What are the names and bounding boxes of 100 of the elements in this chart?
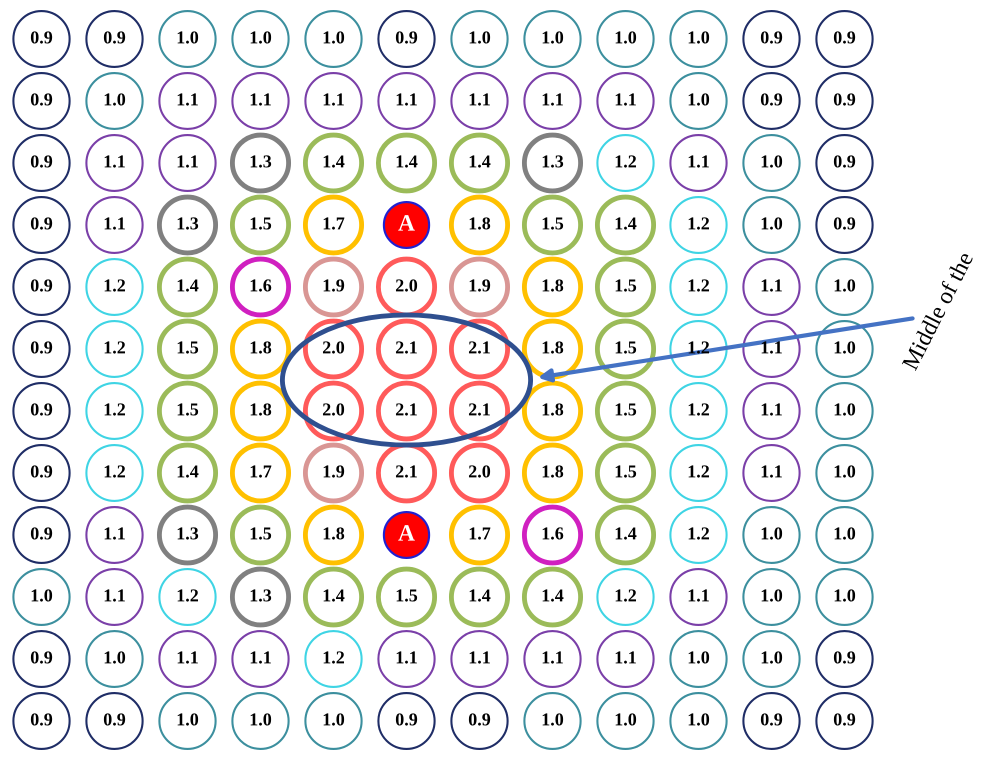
data-label: 2.1 <box>396 403 417 416</box>
data-label: 0.9 <box>30 527 52 540</box>
data-label: 1.4 <box>178 279 198 292</box>
data-label: 0.9 <box>468 713 490 726</box>
data-label: 1.0 <box>616 713 636 726</box>
data-label: 1.5 <box>250 527 272 540</box>
data-label: 1.2 <box>178 589 198 602</box>
data-label: 1.0 <box>834 403 856 416</box>
data-label: 1.2 <box>688 217 710 230</box>
data-label: 1.3 <box>178 527 198 540</box>
data-label: 1.9 <box>324 465 344 478</box>
data-label: 1.1 <box>104 217 125 230</box>
data-label: 1.4 <box>324 589 344 602</box>
data-label: 1.3 <box>178 217 198 230</box>
data-label: 1.0 <box>542 713 564 726</box>
data-label: 0.9 <box>760 713 782 726</box>
data-label: 1.0 <box>688 651 710 664</box>
data-label: 0.9 <box>30 651 52 664</box>
data-label: 1.5 <box>616 465 636 478</box>
data-label: 2.1 <box>396 465 417 478</box>
data-label: 0.9 <box>104 713 126 726</box>
data-label: 1.5 <box>178 341 198 354</box>
data-label: 1.0 <box>250 31 272 44</box>
data-label: 1.5 <box>396 589 418 602</box>
data-label: 1.0 <box>834 589 856 602</box>
data-label: 1.2 <box>616 589 636 602</box>
data-label: 1.0 <box>834 527 856 540</box>
data-label: 0.9 <box>30 93 52 106</box>
data-label: 0.9 <box>396 31 418 44</box>
data-label: 1.1 <box>762 403 782 416</box>
data-label: 1.7 <box>324 217 344 230</box>
data-label: 1.2 <box>104 465 126 478</box>
data-label: 1.1 <box>396 651 417 664</box>
data-label: 1.6 <box>250 279 272 292</box>
data-label: 1.4 <box>324 155 344 168</box>
data-label: 0.9 <box>760 93 782 106</box>
data-label: 1.7 <box>250 465 272 478</box>
data-label: 1.6 <box>542 527 564 540</box>
data-label: 1.4 <box>178 465 198 478</box>
data-label: 1.2 <box>688 527 710 540</box>
data-label: 1.3 <box>250 589 272 602</box>
data-label: 1.5 <box>616 341 636 354</box>
data-label: 0.9 <box>834 93 856 106</box>
data-label: 1.1 <box>762 341 782 354</box>
data-label: 1.8 <box>542 341 564 354</box>
data-label: 1.2 <box>688 279 710 292</box>
data-label: 1.4 <box>470 155 490 168</box>
data-label: 1.1 <box>688 155 709 168</box>
data-label: 1.0 <box>542 31 564 44</box>
data-label: 0.9 <box>834 155 856 168</box>
data-label: 1.1 <box>104 527 125 540</box>
data-label: 1.1 <box>762 279 782 292</box>
data-label: 1.0 <box>834 279 856 292</box>
data-label: 0.9 <box>834 31 856 44</box>
data-label: 1.5 <box>542 217 564 230</box>
data-label: 1.3 <box>542 155 564 168</box>
data-label: 2.0 <box>322 341 344 354</box>
data-label: 1.4 <box>616 527 636 540</box>
data-label: 0.9 <box>30 403 52 416</box>
data-label: 1.0 <box>178 31 198 44</box>
data-label: 1.8 <box>542 465 564 478</box>
data-label: 1.0 <box>104 93 126 106</box>
data-label: 1.8 <box>324 527 344 540</box>
data-label: 1.7 <box>470 527 490 540</box>
data-label: 0.9 <box>834 217 856 230</box>
data-label: 1.9 <box>470 279 490 292</box>
data-label: 1.0 <box>324 713 344 726</box>
data-label: 1.1 <box>250 93 271 106</box>
data-label: 1.8 <box>250 341 272 354</box>
data-label: 1.8 <box>542 279 564 292</box>
data-label: 1.0 <box>762 651 782 664</box>
data-label: 0.9 <box>30 279 52 292</box>
data-label: 0.9 <box>30 31 52 44</box>
data-label: 1.0 <box>32 589 52 602</box>
data-label: 1.4 <box>616 217 636 230</box>
data-label: 1.1 <box>396 93 417 106</box>
data-label: 2.1 <box>468 341 490 354</box>
data-label: 1.1 <box>178 93 198 106</box>
data-label: 0.9 <box>834 713 856 726</box>
data-label: 1.1 <box>542 93 563 106</box>
data-label: 0.9 <box>30 713 52 726</box>
data-label: 2.1 <box>468 403 490 416</box>
data-label: 1.1 <box>470 93 490 106</box>
data-label: 0.9 <box>834 651 856 664</box>
data-label: 1.1 <box>616 93 636 106</box>
data-label: 1.5 <box>250 217 272 230</box>
data-label: 1.0 <box>470 31 490 44</box>
data-label: 1.8 <box>542 403 564 416</box>
data-label: 1.1 <box>688 589 709 602</box>
data-label: 1.4 <box>542 589 564 602</box>
data-label: 1.4 <box>396 155 418 168</box>
data-label: 1.5 <box>616 279 636 292</box>
data-label: 1.5 <box>178 403 198 416</box>
data-label: 1.0 <box>762 217 782 230</box>
data-label: 1.8 <box>250 403 272 416</box>
data-label: 1.2 <box>688 465 710 478</box>
data-label: 0.9 <box>30 217 52 230</box>
data-label: 1.5 <box>616 403 636 416</box>
data-label: 1.1 <box>324 93 344 106</box>
data-label: 1.0 <box>688 31 710 44</box>
